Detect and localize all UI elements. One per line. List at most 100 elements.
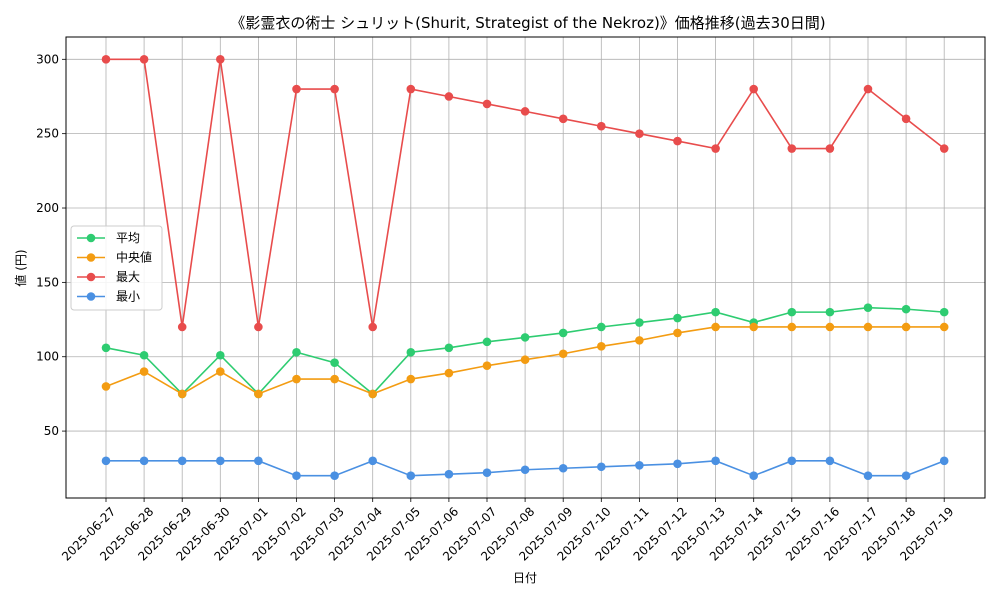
data-point — [482, 337, 492, 347]
data-point — [711, 322, 720, 332]
x-axis-label: 日付 — [513, 571, 537, 585]
data-point — [749, 322, 758, 332]
legend-item: 最小 — [77, 290, 140, 304]
data-point — [330, 358, 339, 367]
data-point — [749, 84, 758, 94]
data-point — [216, 456, 225, 466]
data-point — [558, 114, 568, 124]
data-point — [901, 322, 911, 332]
data-point — [825, 322, 835, 332]
data-point — [901, 471, 911, 480]
data-point — [444, 92, 454, 101]
y-tick-label: 250 — [36, 127, 59, 141]
data-point — [177, 322, 187, 332]
data-point — [558, 349, 568, 359]
data-point — [520, 355, 530, 365]
data-point — [444, 343, 454, 353]
y-tick-label: 200 — [36, 201, 59, 215]
data-point — [330, 374, 339, 384]
data-point — [444, 368, 454, 378]
data-point — [711, 144, 720, 153]
data-point — [825, 307, 835, 317]
data-point — [101, 382, 111, 391]
data-point — [901, 114, 911, 124]
data-point — [939, 322, 949, 332]
data-point — [673, 313, 682, 323]
data-point — [139, 367, 149, 376]
data-point — [597, 322, 606, 332]
data-point — [406, 347, 416, 357]
data-point — [825, 456, 835, 466]
data-point — [139, 55, 149, 64]
data-point — [177, 389, 187, 399]
data-point — [292, 84, 301, 94]
legend-label: 中央値 — [116, 250, 152, 265]
data-point — [863, 322, 873, 332]
data-point — [635, 460, 644, 470]
legend-marker — [86, 292, 96, 301]
data-point — [368, 456, 378, 466]
data-point — [635, 318, 644, 327]
data-point — [139, 456, 149, 466]
data-point — [939, 456, 949, 466]
series-3 — [101, 456, 949, 480]
data-point — [558, 463, 568, 473]
data-point — [635, 336, 644, 345]
data-point — [711, 456, 720, 466]
data-point — [216, 367, 225, 376]
legend-item: 最大 — [77, 270, 140, 284]
data-point — [330, 84, 339, 94]
data-point — [711, 307, 720, 317]
data-point — [863, 303, 873, 312]
data-point — [863, 84, 873, 94]
y-tick-label: 100 — [36, 350, 59, 364]
data-point — [520, 107, 530, 116]
data-point — [482, 361, 492, 370]
data-point — [292, 374, 301, 384]
data-point — [101, 55, 111, 64]
data-point — [673, 328, 682, 338]
data-point — [368, 322, 378, 332]
legend-marker — [86, 272, 96, 282]
data-point — [444, 469, 454, 479]
grid — [66, 37, 985, 498]
data-point — [216, 55, 225, 64]
data-point — [254, 456, 263, 466]
data-point — [863, 471, 873, 480]
data-point — [101, 343, 111, 353]
legend-marker — [86, 253, 96, 262]
data-point — [139, 350, 149, 360]
series-2 — [101, 55, 949, 332]
data-point — [825, 144, 835, 153]
data-point — [787, 322, 797, 332]
y-tick-label: 50 — [44, 424, 59, 438]
data-point — [673, 136, 682, 146]
y-axis-label: 値 (円) — [13, 249, 28, 286]
data-point — [520, 465, 530, 475]
chart-title: 《影霊衣の術士 シュリット(Shurit, Strategist of the … — [230, 14, 825, 32]
legend-box — [70, 225, 163, 311]
data-point — [101, 456, 111, 466]
data-point — [254, 322, 263, 332]
legend-item: 平均 — [77, 231, 140, 245]
data-point — [482, 99, 492, 109]
data-point — [901, 304, 911, 314]
data-point — [177, 456, 187, 466]
data-point — [597, 462, 606, 472]
data-point — [597, 121, 606, 131]
plot-frame — [65, 36, 986, 499]
legend-label: 最大 — [116, 270, 140, 284]
data-point — [330, 471, 339, 480]
data-point — [597, 342, 606, 351]
series-layer — [101, 55, 949, 480]
y-tick-label: 150 — [36, 275, 59, 289]
data-point — [520, 333, 530, 342]
legend-label: 平均 — [116, 231, 140, 245]
legend-marker — [86, 233, 96, 243]
data-point — [558, 328, 568, 338]
data-point — [635, 129, 644, 138]
data-point — [787, 456, 797, 466]
legend-label: 最小 — [116, 290, 140, 304]
